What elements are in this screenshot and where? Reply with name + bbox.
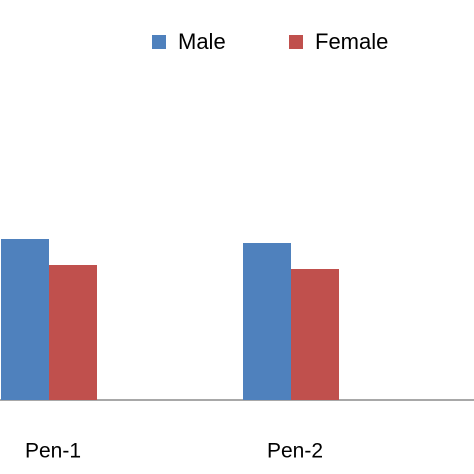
bar — [291, 269, 339, 400]
bar — [1, 239, 49, 400]
legend-label: Female — [315, 29, 388, 54]
legend-swatch — [152, 35, 166, 49]
x-tick-label: Pen-2 — [267, 440, 323, 463]
bar — [243, 243, 291, 400]
legend-swatch — [289, 35, 303, 49]
bar — [49, 265, 97, 400]
legend-label: Male — [178, 29, 226, 54]
x-tick-label: Pen-1 — [25, 440, 81, 463]
